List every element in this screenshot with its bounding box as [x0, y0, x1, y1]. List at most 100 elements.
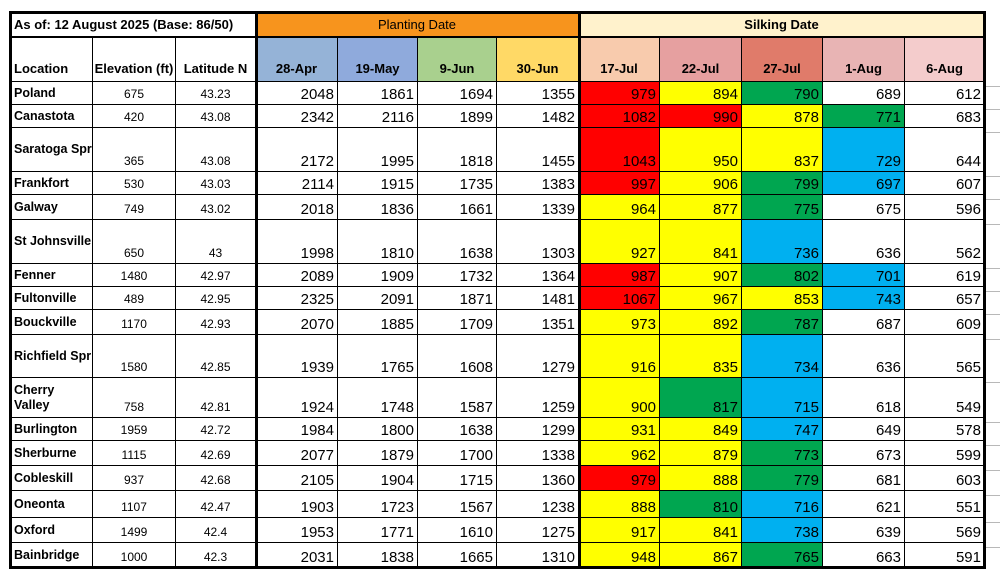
data-cell-27-jul: 716 — [742, 491, 823, 518]
location-cell: Cobleskill — [10, 466, 93, 491]
data-cell-27-jul: 837 — [742, 128, 823, 172]
data-cell-27-jul: 787 — [742, 310, 823, 335]
data-cell-19-may: 1838 — [338, 543, 418, 568]
data-cell-19-may: 1904 — [338, 466, 418, 491]
data-cell-latitude: 43.23 — [176, 82, 256, 105]
data-cell-6-aug: 612 — [905, 82, 985, 105]
data-cell-9-jun: 1610 — [418, 518, 497, 543]
planting-date-header: Planting Date — [256, 12, 579, 37]
data-cell-elevation: 749 — [93, 195, 176, 220]
data-cell-1-aug: 701 — [823, 264, 905, 287]
location-cell: Fenner — [10, 264, 93, 287]
data-cell-27-jul: 775 — [742, 195, 823, 220]
data-cell-30-jun: 1303 — [497, 220, 579, 264]
data-cell-19-may: 1879 — [338, 441, 418, 466]
data-cell-6-aug: 609 — [905, 310, 985, 335]
data-cell-1-aug: 621 — [823, 491, 905, 518]
data-cell-28-apr: 2105 — [256, 466, 338, 491]
data-cell-22-jul: 810 — [660, 491, 742, 518]
gridline — [986, 382, 1000, 383]
data-cell-22-jul: 877 — [660, 195, 742, 220]
gridline — [986, 224, 1000, 225]
data-cell-19-may: 1885 — [338, 310, 418, 335]
table-border-left — [9, 11, 12, 568]
data-cell-latitude: 42.81 — [176, 378, 256, 418]
data-cell-6-aug: 549 — [905, 378, 985, 418]
data-cell-6-aug: 657 — [905, 287, 985, 310]
data-cell-27-jul: 734 — [742, 335, 823, 378]
location-cell: Fultonville — [10, 287, 93, 310]
column-header-6-aug: 6-Aug — [905, 37, 985, 82]
data-cell-27-jul: 736 — [742, 220, 823, 264]
data-cell-22-jul: 892 — [660, 310, 742, 335]
data-cell-elevation: 675 — [93, 82, 176, 105]
data-cell-17-jul: 900 — [579, 378, 660, 418]
data-cell-28-apr: 1984 — [256, 418, 338, 441]
data-cell-17-jul: 948 — [579, 543, 660, 568]
data-cell-19-may: 1771 — [338, 518, 418, 543]
data-cell-27-jul: 779 — [742, 466, 823, 491]
data-cell-19-may: 1915 — [338, 172, 418, 195]
data-cell-17-jul: 964 — [579, 195, 660, 220]
data-cell-1-aug: 673 — [823, 441, 905, 466]
data-cell-22-jul: 841 — [660, 518, 742, 543]
data-cell-28-apr: 2172 — [256, 128, 338, 172]
data-cell-27-jul: 738 — [742, 518, 823, 543]
data-cell-latitude: 42.85 — [176, 335, 256, 378]
data-cell-22-jul: 906 — [660, 172, 742, 195]
data-cell-1-aug: 743 — [823, 287, 905, 310]
data-cell-28-apr: 1953 — [256, 518, 338, 543]
data-cell-30-jun: 1455 — [497, 128, 579, 172]
data-cell-27-jul: 773 — [742, 441, 823, 466]
data-cell-27-jul: 790 — [742, 82, 823, 105]
data-cell-28-apr: 2077 — [256, 441, 338, 466]
data-cell-19-may: 1995 — [338, 128, 418, 172]
data-cell-28-apr: 2114 — [256, 172, 338, 195]
table-title: As of: 12 August 2025 (Base: 86/50) — [10, 12, 256, 37]
data-cell-9-jun: 1567 — [418, 491, 497, 518]
data-cell-28-apr: 2070 — [256, 310, 338, 335]
data-cell-9-jun: 1661 — [418, 195, 497, 220]
data-cell-elevation: 758 — [93, 378, 176, 418]
data-cell-19-may: 1765 — [338, 335, 418, 378]
data-cell-6-aug: 596 — [905, 195, 985, 220]
column-header-9-jun: 9-Jun — [418, 37, 497, 82]
data-cell-elevation: 1115 — [93, 441, 176, 466]
column-header-27-jul: 27-Jul — [742, 37, 823, 82]
data-cell-9-jun: 1700 — [418, 441, 497, 466]
data-cell-27-jul: 747 — [742, 418, 823, 441]
data-cell-1-aug: 681 — [823, 466, 905, 491]
data-cell-30-jun: 1364 — [497, 264, 579, 287]
data-cell-27-jul: 878 — [742, 105, 823, 128]
data-cell-17-jul: 1043 — [579, 128, 660, 172]
location-cell: Oneonta — [10, 491, 93, 518]
data-cell-elevation: 365 — [93, 128, 176, 172]
data-cell-28-apr: 2325 — [256, 287, 338, 310]
data-cell-1-aug: 639 — [823, 518, 905, 543]
data-cell-6-aug: 599 — [905, 441, 985, 466]
data-cell-6-aug: 562 — [905, 220, 985, 264]
gridline — [986, 86, 1000, 87]
data-cell-9-jun: 1608 — [418, 335, 497, 378]
location-cell: Frankfort — [10, 172, 93, 195]
location-cell: Cherry Valley — [10, 378, 93, 418]
data-cell-22-jul: 888 — [660, 466, 742, 491]
data-cell-30-jun: 1279 — [497, 335, 579, 378]
data-cell-elevation: 420 — [93, 105, 176, 128]
location-cell: Bainbridge — [10, 543, 93, 568]
data-cell-1-aug: 729 — [823, 128, 905, 172]
data-cell-19-may: 2116 — [338, 105, 418, 128]
data-cell-17-jul: 962 — [579, 441, 660, 466]
data-cell-6-aug: 578 — [905, 418, 985, 441]
data-cell-9-jun: 1715 — [418, 466, 497, 491]
data-cell-28-apr: 2048 — [256, 82, 338, 105]
divider-silking-left — [578, 11, 581, 568]
data-cell-19-may: 1836 — [338, 195, 418, 220]
location-cell: Canastota — [10, 105, 93, 128]
data-cell-latitude: 43.08 — [176, 128, 256, 172]
data-cell-19-may: 1723 — [338, 491, 418, 518]
data-cell-9-jun: 1638 — [418, 220, 497, 264]
gridline — [986, 268, 1000, 269]
data-cell-latitude: 43.08 — [176, 105, 256, 128]
